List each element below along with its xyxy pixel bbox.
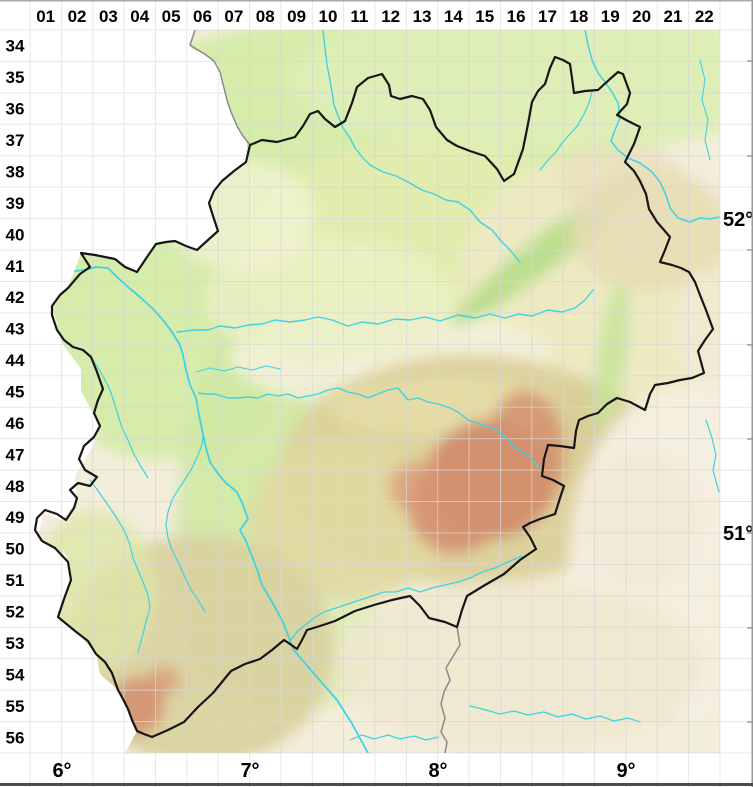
column-label: 21 xyxy=(663,7,682,26)
column-label: 16 xyxy=(507,7,526,26)
river-ems xyxy=(322,30,521,263)
state-borders xyxy=(189,30,461,753)
row-label: 37 xyxy=(6,131,25,150)
column-label: 17 xyxy=(538,7,557,26)
row-label: 38 xyxy=(6,162,25,181)
relief-shading xyxy=(38,30,720,753)
relief-blob xyxy=(580,450,700,590)
river-lippe xyxy=(176,289,594,333)
column-label: 18 xyxy=(569,7,588,26)
frame-bottom-line xyxy=(0,783,753,786)
river-ruhr xyxy=(198,387,541,469)
map-area[interactable] xyxy=(30,5,753,765)
relief-blob xyxy=(389,461,441,513)
longitude-labels: 6° 7° 8° 9° xyxy=(52,760,635,782)
relief-blob xyxy=(558,138,682,222)
column-label: 22 xyxy=(695,7,714,26)
row-label: 51 xyxy=(6,571,25,590)
column-label: 08 xyxy=(256,7,275,26)
relief-blob xyxy=(290,30,720,155)
column-label: 06 xyxy=(193,7,212,26)
river-erft xyxy=(165,435,206,613)
row-label: 42 xyxy=(6,288,25,307)
row-label: 52 xyxy=(6,603,25,622)
river-emscher xyxy=(195,365,281,373)
column-label: 12 xyxy=(381,7,400,26)
row-label: 47 xyxy=(6,445,25,464)
column-label: 03 xyxy=(99,7,118,26)
row-label: 39 xyxy=(6,194,25,213)
row-label: 49 xyxy=(6,508,25,527)
frame-right-line xyxy=(751,0,753,787)
river-fulda xyxy=(705,419,720,493)
column-label: 20 xyxy=(632,7,651,26)
column-label: 09 xyxy=(287,7,306,26)
column-label: 15 xyxy=(475,7,494,26)
latitude-label: 52° xyxy=(723,209,753,231)
river-ne-stream xyxy=(699,59,711,161)
row-label: 40 xyxy=(6,225,25,244)
longitude-label: 9° xyxy=(616,760,635,782)
column-label: 13 xyxy=(413,7,432,26)
relief-blob xyxy=(205,238,455,362)
row-label: 48 xyxy=(6,477,25,496)
row-label: 54 xyxy=(6,665,25,684)
row-label: 55 xyxy=(6,697,25,716)
row-label: 41 xyxy=(6,257,25,276)
relief-blob xyxy=(485,390,565,520)
nrw-boundary xyxy=(33,55,715,739)
river-ahr xyxy=(349,734,439,741)
river-lahn xyxy=(469,705,641,723)
row-label: 56 xyxy=(6,728,25,747)
relief-blob xyxy=(593,280,631,430)
row-label: 50 xyxy=(6,540,25,559)
column-label: 02 xyxy=(68,7,87,26)
column-label: 10 xyxy=(318,7,337,26)
relief-blob xyxy=(676,270,720,390)
river-werre xyxy=(539,91,593,171)
row-label: 46 xyxy=(6,414,25,433)
border-rlp-hesse xyxy=(440,626,461,753)
column-labels: 01 02 03 04 05 06 07 08 09 10 11 12 13 14 15 16 17 18 19 20… xyxy=(36,7,714,26)
river-niers xyxy=(91,357,149,479)
column-label: 05 xyxy=(162,7,181,26)
river-rhine xyxy=(65,266,369,753)
column-label: 19 xyxy=(601,7,620,26)
border-de-nl xyxy=(189,30,251,146)
column-label: 01 xyxy=(36,7,55,26)
rivers xyxy=(65,30,720,753)
row-label: 36 xyxy=(6,100,25,119)
river-weser xyxy=(584,30,720,223)
row-labels: 34 35 36 37 38 39 40 41 42 43 44 45 46 47 48 49 50 51 52 53… xyxy=(6,37,25,748)
latitude-labels: 52° 51° xyxy=(723,209,753,545)
column-label: 11 xyxy=(350,7,368,26)
row-label: 53 xyxy=(6,634,25,653)
column-label: 14 xyxy=(444,7,463,26)
column-label: 07 xyxy=(224,7,243,26)
row-label: 35 xyxy=(6,68,25,87)
relief-blob xyxy=(335,580,705,750)
river-sieg xyxy=(290,555,523,641)
relief-blob xyxy=(146,666,180,696)
row-label: 43 xyxy=(6,320,25,339)
row-label: 34 xyxy=(6,37,25,56)
latitude-label: 51° xyxy=(723,523,753,545)
frame-top-line xyxy=(0,0,753,2)
row-label: 44 xyxy=(6,351,25,370)
river-rur xyxy=(89,479,151,653)
column-label: 04 xyxy=(130,7,149,26)
longitude-label: 8° xyxy=(428,760,447,782)
longitude-label: 7° xyxy=(240,760,259,782)
longitude-label: 6° xyxy=(52,760,71,782)
row-label: 45 xyxy=(6,383,25,402)
